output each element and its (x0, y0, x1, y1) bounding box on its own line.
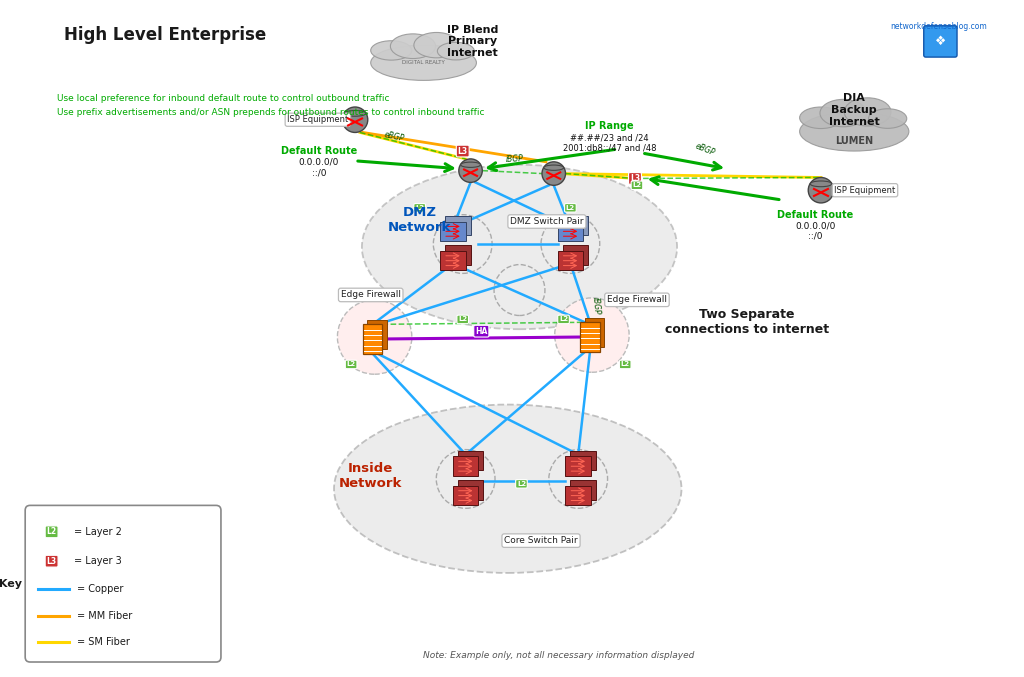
FancyBboxPatch shape (585, 318, 604, 347)
FancyBboxPatch shape (445, 216, 471, 235)
FancyBboxPatch shape (558, 221, 583, 241)
Text: Note: Example only, not all necessary information displayed: Note: Example only, not all necessary in… (423, 651, 694, 660)
Text: eBGP: eBGP (694, 141, 717, 157)
Text: = Layer 2: = Layer 2 (74, 527, 122, 537)
FancyBboxPatch shape (565, 486, 591, 506)
Circle shape (808, 177, 834, 203)
Text: DMZ Switch Pair: DMZ Switch Pair (510, 217, 584, 226)
Text: DMZ
Network: DMZ Network (388, 206, 452, 234)
Text: = Copper: = Copper (77, 584, 124, 594)
FancyBboxPatch shape (362, 324, 382, 353)
Circle shape (459, 159, 482, 182)
Ellipse shape (344, 110, 366, 116)
Ellipse shape (371, 45, 476, 81)
Text: ##.##/23 and /24
2001:db8::/47 and /48: ##.##/23 and /24 2001:db8::/47 and /48 (563, 133, 656, 153)
Ellipse shape (544, 165, 564, 171)
Text: = Layer 3: = Layer 3 (74, 556, 122, 566)
Ellipse shape (371, 41, 412, 60)
Circle shape (342, 107, 368, 133)
Ellipse shape (437, 43, 474, 60)
Text: L2: L2 (566, 205, 574, 211)
FancyBboxPatch shape (26, 506, 221, 662)
Text: iBGP: iBGP (506, 154, 523, 164)
Text: L2: L2 (517, 481, 526, 487)
Text: DIGITAL REALTY: DIGITAL REALTY (402, 60, 445, 66)
Text: L2: L2 (346, 362, 355, 368)
Text: 0.0.0.0/0
::/0: 0.0.0.0/0 ::/0 (299, 158, 339, 177)
Text: iBGP: iBGP (591, 297, 601, 315)
Ellipse shape (820, 100, 866, 127)
Text: HA: HA (475, 327, 487, 336)
FancyBboxPatch shape (458, 480, 483, 500)
Text: DIA
Backup
Internet: DIA Backup Internet (828, 93, 880, 127)
Text: IP Blend
Primary
Internet: IP Blend Primary Internet (446, 25, 499, 58)
FancyBboxPatch shape (458, 451, 483, 470)
Text: ❖: ❖ (935, 35, 946, 48)
Ellipse shape (868, 109, 906, 129)
Text: eBGP: eBGP (383, 130, 406, 143)
Text: IP Range: IP Range (586, 121, 634, 131)
FancyBboxPatch shape (570, 480, 596, 500)
FancyBboxPatch shape (562, 245, 588, 265)
Text: L2: L2 (46, 527, 56, 536)
Ellipse shape (461, 162, 480, 167)
Text: Edge Firewall: Edge Firewall (341, 290, 400, 299)
FancyBboxPatch shape (445, 245, 471, 265)
FancyBboxPatch shape (570, 451, 596, 470)
Ellipse shape (414, 32, 459, 58)
Text: Use prefix advertisements and/or ASN prepends for outbound routes to control inb: Use prefix advertisements and/or ASN pre… (57, 108, 485, 117)
Ellipse shape (800, 112, 909, 151)
Text: ISP Equipment: ISP Equipment (835, 185, 896, 195)
Text: L2: L2 (559, 316, 568, 322)
FancyBboxPatch shape (581, 322, 600, 352)
FancyBboxPatch shape (368, 320, 387, 349)
Text: L2: L2 (415, 205, 424, 211)
Ellipse shape (810, 181, 831, 187)
Circle shape (542, 162, 565, 185)
Text: High Level Enterprise: High Level Enterprise (65, 26, 266, 44)
FancyBboxPatch shape (453, 456, 478, 476)
Text: Core Switch Pair: Core Switch Pair (504, 536, 578, 545)
Ellipse shape (390, 34, 435, 58)
FancyBboxPatch shape (558, 251, 583, 271)
Text: Key: Key (0, 579, 23, 589)
Text: Edge Firewall: Edge Firewall (607, 295, 667, 305)
Text: L2: L2 (633, 182, 641, 188)
Circle shape (338, 300, 412, 374)
Ellipse shape (334, 405, 682, 573)
FancyBboxPatch shape (440, 221, 466, 241)
Text: L3: L3 (630, 174, 640, 183)
Circle shape (555, 298, 629, 372)
Text: Inside
Network: Inside Network (339, 462, 402, 490)
Text: Two Separate
connections to internet: Two Separate connections to internet (665, 308, 828, 336)
FancyBboxPatch shape (453, 486, 478, 506)
Text: Default Route: Default Route (777, 210, 853, 219)
Text: L2: L2 (621, 362, 630, 368)
Ellipse shape (844, 97, 891, 126)
Text: networkdefenseblog.com: networkdefenseblog.com (891, 22, 987, 31)
FancyBboxPatch shape (440, 251, 466, 271)
Ellipse shape (800, 107, 842, 129)
Text: = SM Fiber: = SM Fiber (77, 638, 130, 647)
Text: Use local preference for inbound default route to control outbound traffic: Use local preference for inbound default… (57, 94, 390, 104)
FancyBboxPatch shape (924, 26, 957, 57)
Text: = MM Fiber: = MM Fiber (77, 611, 132, 621)
Ellipse shape (361, 165, 677, 329)
Text: 0.0.0.0/0
::/0: 0.0.0.0/0 ::/0 (795, 221, 836, 241)
Text: L3: L3 (46, 556, 56, 566)
Text: L2: L2 (458, 316, 467, 322)
FancyBboxPatch shape (562, 216, 588, 235)
Text: LUMEN: LUMEN (836, 136, 873, 146)
FancyBboxPatch shape (565, 456, 591, 476)
Text: Default Route: Default Route (281, 146, 357, 156)
Text: ISP Equipment: ISP Equipment (287, 115, 348, 125)
Text: L3: L3 (458, 146, 468, 156)
